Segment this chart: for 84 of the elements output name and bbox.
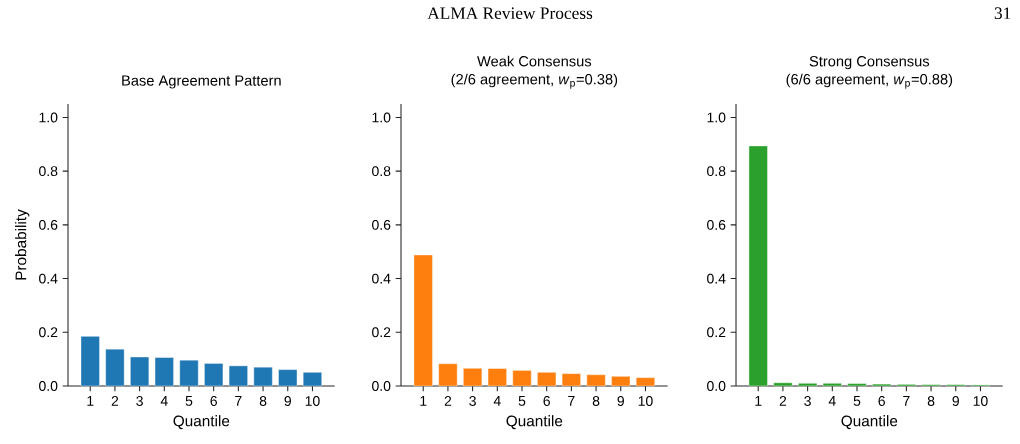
chart-title: Strong Consensus [809, 56, 930, 70]
x-tick-label: 7 [903, 396, 910, 406]
bar [561, 373, 581, 387]
x-tick-label: 3 [469, 396, 476, 406]
x-tick-label: 3 [136, 396, 143, 406]
x-tick-label: 2 [111, 396, 119, 406]
x-tick-label: 8 [592, 396, 600, 406]
chart-subtitle: (6/6 agreement, w$_{p}$=0.88) [786, 73, 953, 89]
bar [822, 383, 842, 387]
bar [798, 383, 818, 387]
x-axis-title: Quantile [506, 415, 563, 430]
y-tick-label: 1.0 [39, 112, 58, 123]
y-tick-label: 0.6 [39, 219, 58, 230]
y-tick-label: 0.0 [372, 381, 391, 391]
bar [463, 368, 483, 387]
y-tick-label: 1.0 [707, 112, 726, 123]
y-tick-label: 0.8 [707, 166, 726, 177]
x-axis-title: Quantile [173, 415, 230, 430]
bar [537, 372, 557, 387]
x-tick-label: 2 [444, 396, 452, 406]
bar [302, 372, 322, 387]
x-tick-label: 9 [284, 396, 291, 406]
x-tick-label: 10 [305, 396, 320, 406]
chart-subtitle: (2/6 agreement, w$_{p}$=0.38) [451, 73, 618, 89]
x-tick-label: 10 [638, 396, 653, 406]
y-tick-label: 0.6 [372, 219, 391, 230]
x-tick-label: 1 [87, 396, 94, 406]
bar [130, 356, 150, 387]
y-tick-label: 0.8 [372, 166, 391, 177]
bar [586, 374, 606, 387]
x-tick-label: 7 [235, 396, 242, 406]
x-tick-label: 7 [568, 396, 575, 406]
bar [154, 357, 174, 387]
x-tick-label: 1 [755, 396, 762, 406]
y-tick-label: 0.6 [707, 219, 726, 230]
y-tick-label: 0.4 [39, 273, 58, 284]
x-tick-label: 9 [617, 396, 624, 406]
bar [80, 336, 100, 387]
y-tick-label: 0.2 [707, 327, 726, 338]
x-tick-label: 3 [804, 396, 811, 406]
x-tick-label: 2 [779, 396, 787, 406]
y-axis-title: Probability [15, 209, 30, 280]
bar [611, 376, 631, 387]
bar [253, 367, 273, 387]
y-tick-label: 0.2 [39, 327, 58, 338]
bar [487, 368, 507, 387]
y-tick-label: 0.8 [39, 166, 58, 177]
bar [748, 145, 768, 387]
bar [204, 363, 224, 387]
bar [438, 363, 458, 387]
text: ALMA Review Process [427, 7, 593, 20]
x-tick-label: 5 [185, 396, 193, 406]
bar [228, 365, 248, 387]
x-tick-label: 9 [952, 396, 959, 406]
x-axis-title: Quantile [841, 415, 898, 430]
y-tick-label: 1.0 [372, 112, 391, 123]
y-tick-label: 0.4 [372, 273, 391, 284]
x-tick-label: 10 [973, 396, 988, 406]
y-tick-label: 0.0 [39, 381, 58, 391]
chart-title: Base Agreement Pattern [122, 75, 281, 89]
y-tick-label: 0.2 [372, 327, 391, 338]
chart-title: Weak Consensus [477, 55, 592, 67]
x-tick-label: 8 [927, 396, 935, 406]
bar [105, 349, 125, 387]
x-tick-label: 4 [160, 396, 168, 406]
y-tick-label: 0.4 [707, 273, 726, 284]
bar [512, 370, 532, 387]
x-tick-label: 1 [420, 396, 427, 406]
x-tick-label: 6 [543, 396, 550, 406]
bar [773, 382, 793, 387]
y-tick-label: 0.0 [707, 381, 726, 391]
x-tick-label: 6 [878, 396, 885, 406]
x-tick-label: 4 [828, 396, 836, 406]
text: 31 [994, 7, 1011, 20]
x-tick-label: 6 [210, 396, 217, 406]
bar [847, 383, 867, 387]
bar [635, 377, 655, 387]
bar [413, 254, 433, 387]
bar [179, 360, 199, 387]
x-tick-label: 8 [259, 396, 267, 406]
x-tick-label: 5 [853, 396, 861, 406]
x-tick-label: 5 [518, 396, 526, 406]
bar [278, 369, 298, 387]
x-tick-label: 4 [493, 396, 501, 406]
